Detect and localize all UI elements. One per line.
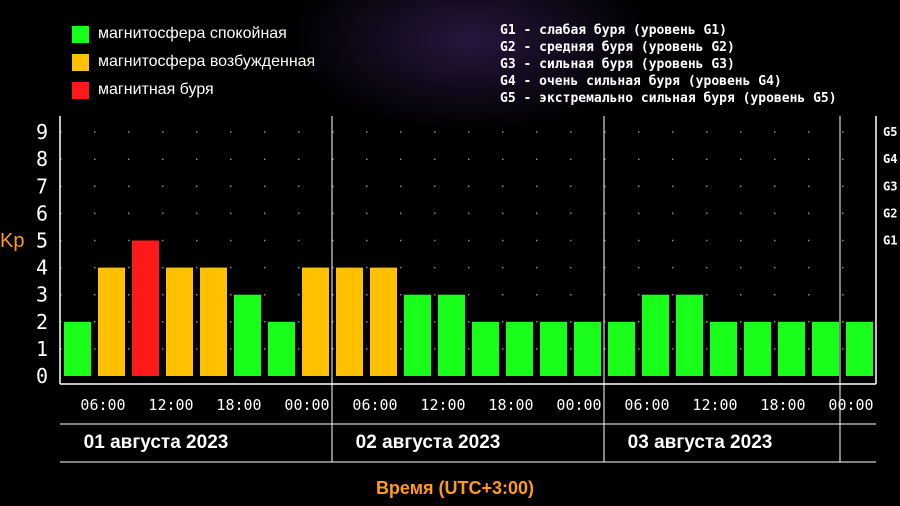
- y-tick-label-6: 6: [36, 201, 48, 225]
- bar-15: [540, 321, 567, 376]
- bar-23: [812, 321, 839, 376]
- bar-10: [370, 267, 397, 376]
- legend-swatch-disturbed: [72, 53, 89, 71]
- bar-12: [438, 294, 465, 376]
- legend-label-disturbed: магнитосфера возбужденная: [98, 53, 316, 70]
- date-label-3: 03 августа 2023: [628, 432, 773, 453]
- bar-1: [64, 321, 91, 376]
- x-tick-label-9: 06:00: [624, 396, 669, 414]
- legend-swatch-calm: [72, 25, 89, 43]
- x-tick-label-3: 18:00: [216, 396, 261, 414]
- x-tick-label-4: 00:00: [284, 396, 329, 414]
- bar-6: [234, 294, 261, 376]
- labels-layer: 0 1 2 3 4 5 6 7 8 9 G1 G2 G3 G4 G5 06:00 12:00 18:00 00:00…: [36, 120, 898, 453]
- bar-4: [166, 267, 193, 376]
- bar-17: [608, 321, 635, 376]
- bar-14: [506, 321, 533, 376]
- status-legend: магнитосфера спокойная магнитосфера возб…: [72, 20, 315, 104]
- storm-level-g1: G1 - слабая буря (уровень G1): [500, 23, 727, 38]
- bar-22: [778, 321, 805, 376]
- y-tick-label-7: 7: [36, 174, 48, 198]
- x-tick-label-5: 06:00: [352, 396, 397, 414]
- bar-20: [710, 321, 737, 376]
- x-tick-label-8: 00:00: [556, 396, 601, 414]
- x-tick-label-1: 06:00: [80, 396, 125, 414]
- legend-item-disturbed: магнитосфера возбужденная: [72, 48, 315, 76]
- y-tick-label-8: 8: [36, 147, 48, 171]
- y-tick-label-3: 3: [36, 283, 48, 307]
- bar-7: [268, 321, 295, 376]
- axes-layer: [59, 116, 877, 463]
- storm-level-legend: G1 - слабая буря (уровень G1) G2 - средн…: [500, 22, 837, 107]
- g-tick-label-g1: G1: [883, 234, 897, 248]
- y-tick-label-9: 9: [36, 120, 48, 144]
- legend-label-calm: магнитосфера спокойная: [98, 25, 287, 42]
- g-tick-label-g2: G2: [883, 206, 897, 220]
- x-tick-label-2: 12:00: [148, 396, 193, 414]
- bar-9: [336, 267, 363, 376]
- legend-item-storm: магнитная буря: [72, 76, 315, 104]
- y-tick-label-2: 2: [36, 310, 48, 334]
- x-tick-label-12: 00:00: [828, 396, 873, 414]
- bar-21: [744, 321, 771, 376]
- storm-level-g5: G5 - экстремально сильная буря (уровень …: [500, 91, 837, 106]
- bars-layer: [64, 240, 873, 376]
- bar-3: [132, 240, 159, 376]
- y-tick-label-1: 1: [36, 337, 48, 361]
- x-axis-label: Время (UTC+3:00): [376, 478, 534, 498]
- bar-18: [642, 294, 669, 376]
- storm-level-g2: G2 - средняя буря (уровень G2): [500, 40, 735, 55]
- bar-13: [472, 321, 499, 376]
- g-tick-label-g4: G4: [883, 152, 897, 166]
- date-label-1: 01 августа 2023: [84, 432, 229, 453]
- bar-24: [846, 321, 873, 376]
- g-tick-label-g3: G3: [883, 179, 897, 193]
- x-tick-label-11: 18:00: [760, 396, 805, 414]
- storm-level-g4: G4 - очень сильная буря (уровень G4): [500, 74, 782, 89]
- legend-label-storm: магнитная буря: [98, 81, 214, 98]
- y-tick-label-5: 5: [36, 229, 48, 253]
- bar-11: [404, 294, 431, 376]
- legend-swatch-storm: [72, 81, 89, 99]
- bar-2: [98, 267, 125, 376]
- storm-level-g3: G3 - сильная буря (уровень G3): [500, 57, 735, 72]
- y-tick-label-0: 0: [36, 364, 48, 388]
- y-tick-label-4: 4: [36, 256, 48, 280]
- g-tick-label-g5: G5: [883, 125, 897, 139]
- x-tick-label-10: 12:00: [692, 396, 737, 414]
- bar-16: [574, 321, 601, 376]
- x-tick-label-7: 18:00: [488, 396, 533, 414]
- legend-item-calm: магнитосфера спокойная: [72, 20, 315, 48]
- bar-8: [302, 267, 329, 376]
- y-axis-label: Kp: [0, 230, 24, 252]
- grid-layer: [60, 131, 876, 350]
- x-tick-label-6: 12:00: [420, 396, 465, 414]
- date-label-2: 02 августа 2023: [356, 432, 501, 453]
- bar-5: [200, 267, 227, 376]
- bar-19: [676, 294, 703, 376]
